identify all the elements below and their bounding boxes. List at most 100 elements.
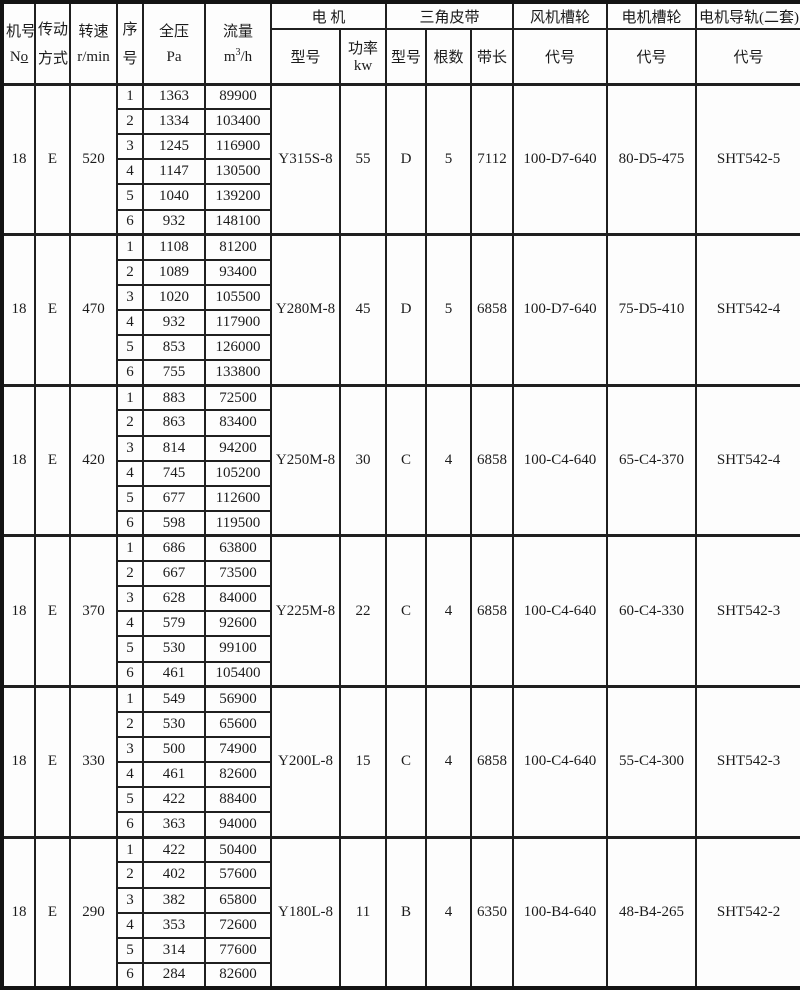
cell-seq: 5	[116, 786, 144, 814]
cell-seq: 2	[116, 258, 144, 286]
cell-belt-length: 7112	[470, 82, 515, 236]
cell-seq: 4	[116, 911, 144, 939]
data-row-block3-seq3: 3 814 94200	[2, 434, 800, 462]
cell-seq: 5	[116, 936, 144, 964]
header-belt-group: 三角皮带	[385, 1, 515, 30]
cell-pressure: 932	[142, 208, 206, 236]
cell-pressure: 284	[142, 961, 206, 990]
cell-motor-pulley-code: 60-C4-330	[606, 534, 698, 688]
data-row-block2-seq2: 2 1089 93400	[2, 258, 800, 286]
cell-pressure: 1020	[142, 283, 206, 311]
cell-flow: 116900	[204, 133, 272, 161]
cell-fan-pulley-code: 100-D7-640	[512, 233, 609, 387]
cell-speed: 330	[69, 685, 118, 839]
cell-seq: 2	[116, 409, 144, 437]
cell-flow: 92600	[204, 610, 272, 638]
cell-belt-model: D	[385, 82, 428, 236]
cell-belt-count: 5	[425, 82, 473, 236]
cell-motor-pulley-code: 80-D5-475	[606, 82, 698, 236]
cell-seq: 3	[116, 585, 144, 613]
cell-seq: 2	[116, 861, 144, 889]
cell-motor-model: Y180L-8	[270, 835, 341, 989]
data-row-block1-seq4: 4 1147 130500	[2, 158, 800, 186]
cell-transmission: E	[34, 534, 71, 688]
header-motor-pulley-code: 代号	[606, 28, 698, 86]
header-motor-model: 型号	[270, 28, 341, 86]
cell-seq: 2	[116, 710, 144, 738]
cell-pressure: 530	[142, 635, 206, 663]
cell-seq: 6	[116, 961, 144, 990]
cell-machine-no: 18	[1, 233, 36, 387]
cell-speed: 420	[69, 383, 118, 537]
cell-speed: 470	[69, 233, 118, 387]
cell-rail-code: SHT542-3	[695, 685, 800, 839]
cell-flow: 72500	[204, 383, 272, 412]
cell-belt-model: D	[385, 233, 428, 387]
cell-pressure: 1245	[142, 133, 206, 161]
cell-motor-power: 55	[338, 82, 388, 236]
data-row-block3-seq4: 4 745 105200	[2, 459, 800, 487]
data-row-block2-seq3: 3 1020 105500	[2, 283, 800, 311]
cell-seq: 3	[116, 735, 144, 763]
cell-pressure: 363	[142, 811, 206, 839]
cell-pressure: 667	[142, 560, 206, 588]
cell-fan-pulley-code: 100-C4-640	[512, 383, 609, 537]
cell-flow: 74900	[204, 735, 272, 763]
cell-flow: 89900	[204, 82, 272, 111]
cell-pressure: 1089	[142, 258, 206, 286]
cell-flow: 84000	[204, 585, 272, 613]
cell-flow: 126000	[204, 334, 272, 362]
cell-pressure: 853	[142, 334, 206, 362]
table-body: 18 E 520 1 1363 89900 Y315S-8 55 D 5 7112 100-D7-64…	[1, 82, 800, 990]
cell-seq: 2	[116, 560, 144, 588]
data-row-block5-seq2: 2 530 65600	[2, 710, 800, 738]
cell-motor-pulley-code: 55-C4-300	[606, 685, 698, 839]
cell-machine-no: 18	[1, 534, 36, 688]
cell-pressure: 353	[142, 911, 206, 939]
cell-speed: 290	[69, 835, 118, 989]
header-seq: 序 号	[116, 1, 144, 85]
cell-belt-count: 4	[425, 534, 473, 688]
data-row-block6-seq2: 2 402 57600	[2, 861, 800, 889]
header-flow: 流量 m3/h	[204, 1, 272, 85]
cell-motor-power: 15	[338, 685, 388, 839]
header-rail-group: 电机导轨(二套)	[695, 1, 800, 30]
cell-rail-code: SHT542-2	[695, 835, 800, 989]
cell-seq: 5	[116, 484, 144, 512]
cell-pressure: 1147	[142, 158, 206, 186]
header-flow-unit: m3/h	[223, 47, 253, 66]
cell-flow: 72600	[204, 911, 272, 939]
cell-flow: 99100	[204, 635, 272, 663]
cell-transmission: E	[34, 383, 71, 537]
data-row-block3-seq6: 6 598 119500	[2, 509, 800, 537]
data-row-block5-seq6: 6 363 94000	[2, 811, 800, 839]
cell-flow: 83400	[204, 409, 272, 437]
cell-seq: 6	[116, 208, 144, 236]
cell-rail-code: SHT542-3	[695, 534, 800, 688]
header-motor-power: 功率 kw	[338, 28, 388, 86]
header-rail-code: 代号	[695, 28, 800, 86]
data-row-block1-seq1: 18 E 520 1 1363 89900 Y315S-8 55 D 5 7112 100-D7-64…	[1, 82, 800, 236]
cell-seq: 1	[116, 233, 144, 261]
cell-belt-count: 5	[425, 233, 473, 387]
cell-pressure: 1363	[142, 82, 206, 111]
cell-pressure: 755	[142, 359, 206, 387]
cell-flow: 94000	[204, 811, 272, 839]
cell-flow: 73500	[204, 560, 272, 588]
data-row-block2-seq1: 18 E 470 1 1108 81200 Y280M-8 45 D 5 6858 100-D7-64…	[1, 233, 800, 387]
header-machine-no-unit: No	[9, 49, 29, 66]
cell-seq: 1	[116, 685, 144, 713]
cell-flow: 63800	[204, 534, 272, 563]
cell-flow: 65800	[204, 886, 272, 914]
cell-pressure: 1334	[142, 108, 206, 136]
cell-belt-count: 4	[425, 383, 473, 537]
cell-machine-no: 18	[1, 835, 36, 989]
cell-flow: 93400	[204, 258, 272, 286]
cell-pressure: 1040	[142, 183, 206, 211]
cell-seq: 4	[116, 760, 144, 789]
cell-fan-pulley-code: 100-C4-640	[512, 685, 609, 839]
data-row-block3-seq2: 2 863 83400	[2, 409, 800, 437]
cell-seq: 1	[116, 383, 144, 412]
data-row-block2-seq5: 5 853 126000	[2, 334, 800, 362]
